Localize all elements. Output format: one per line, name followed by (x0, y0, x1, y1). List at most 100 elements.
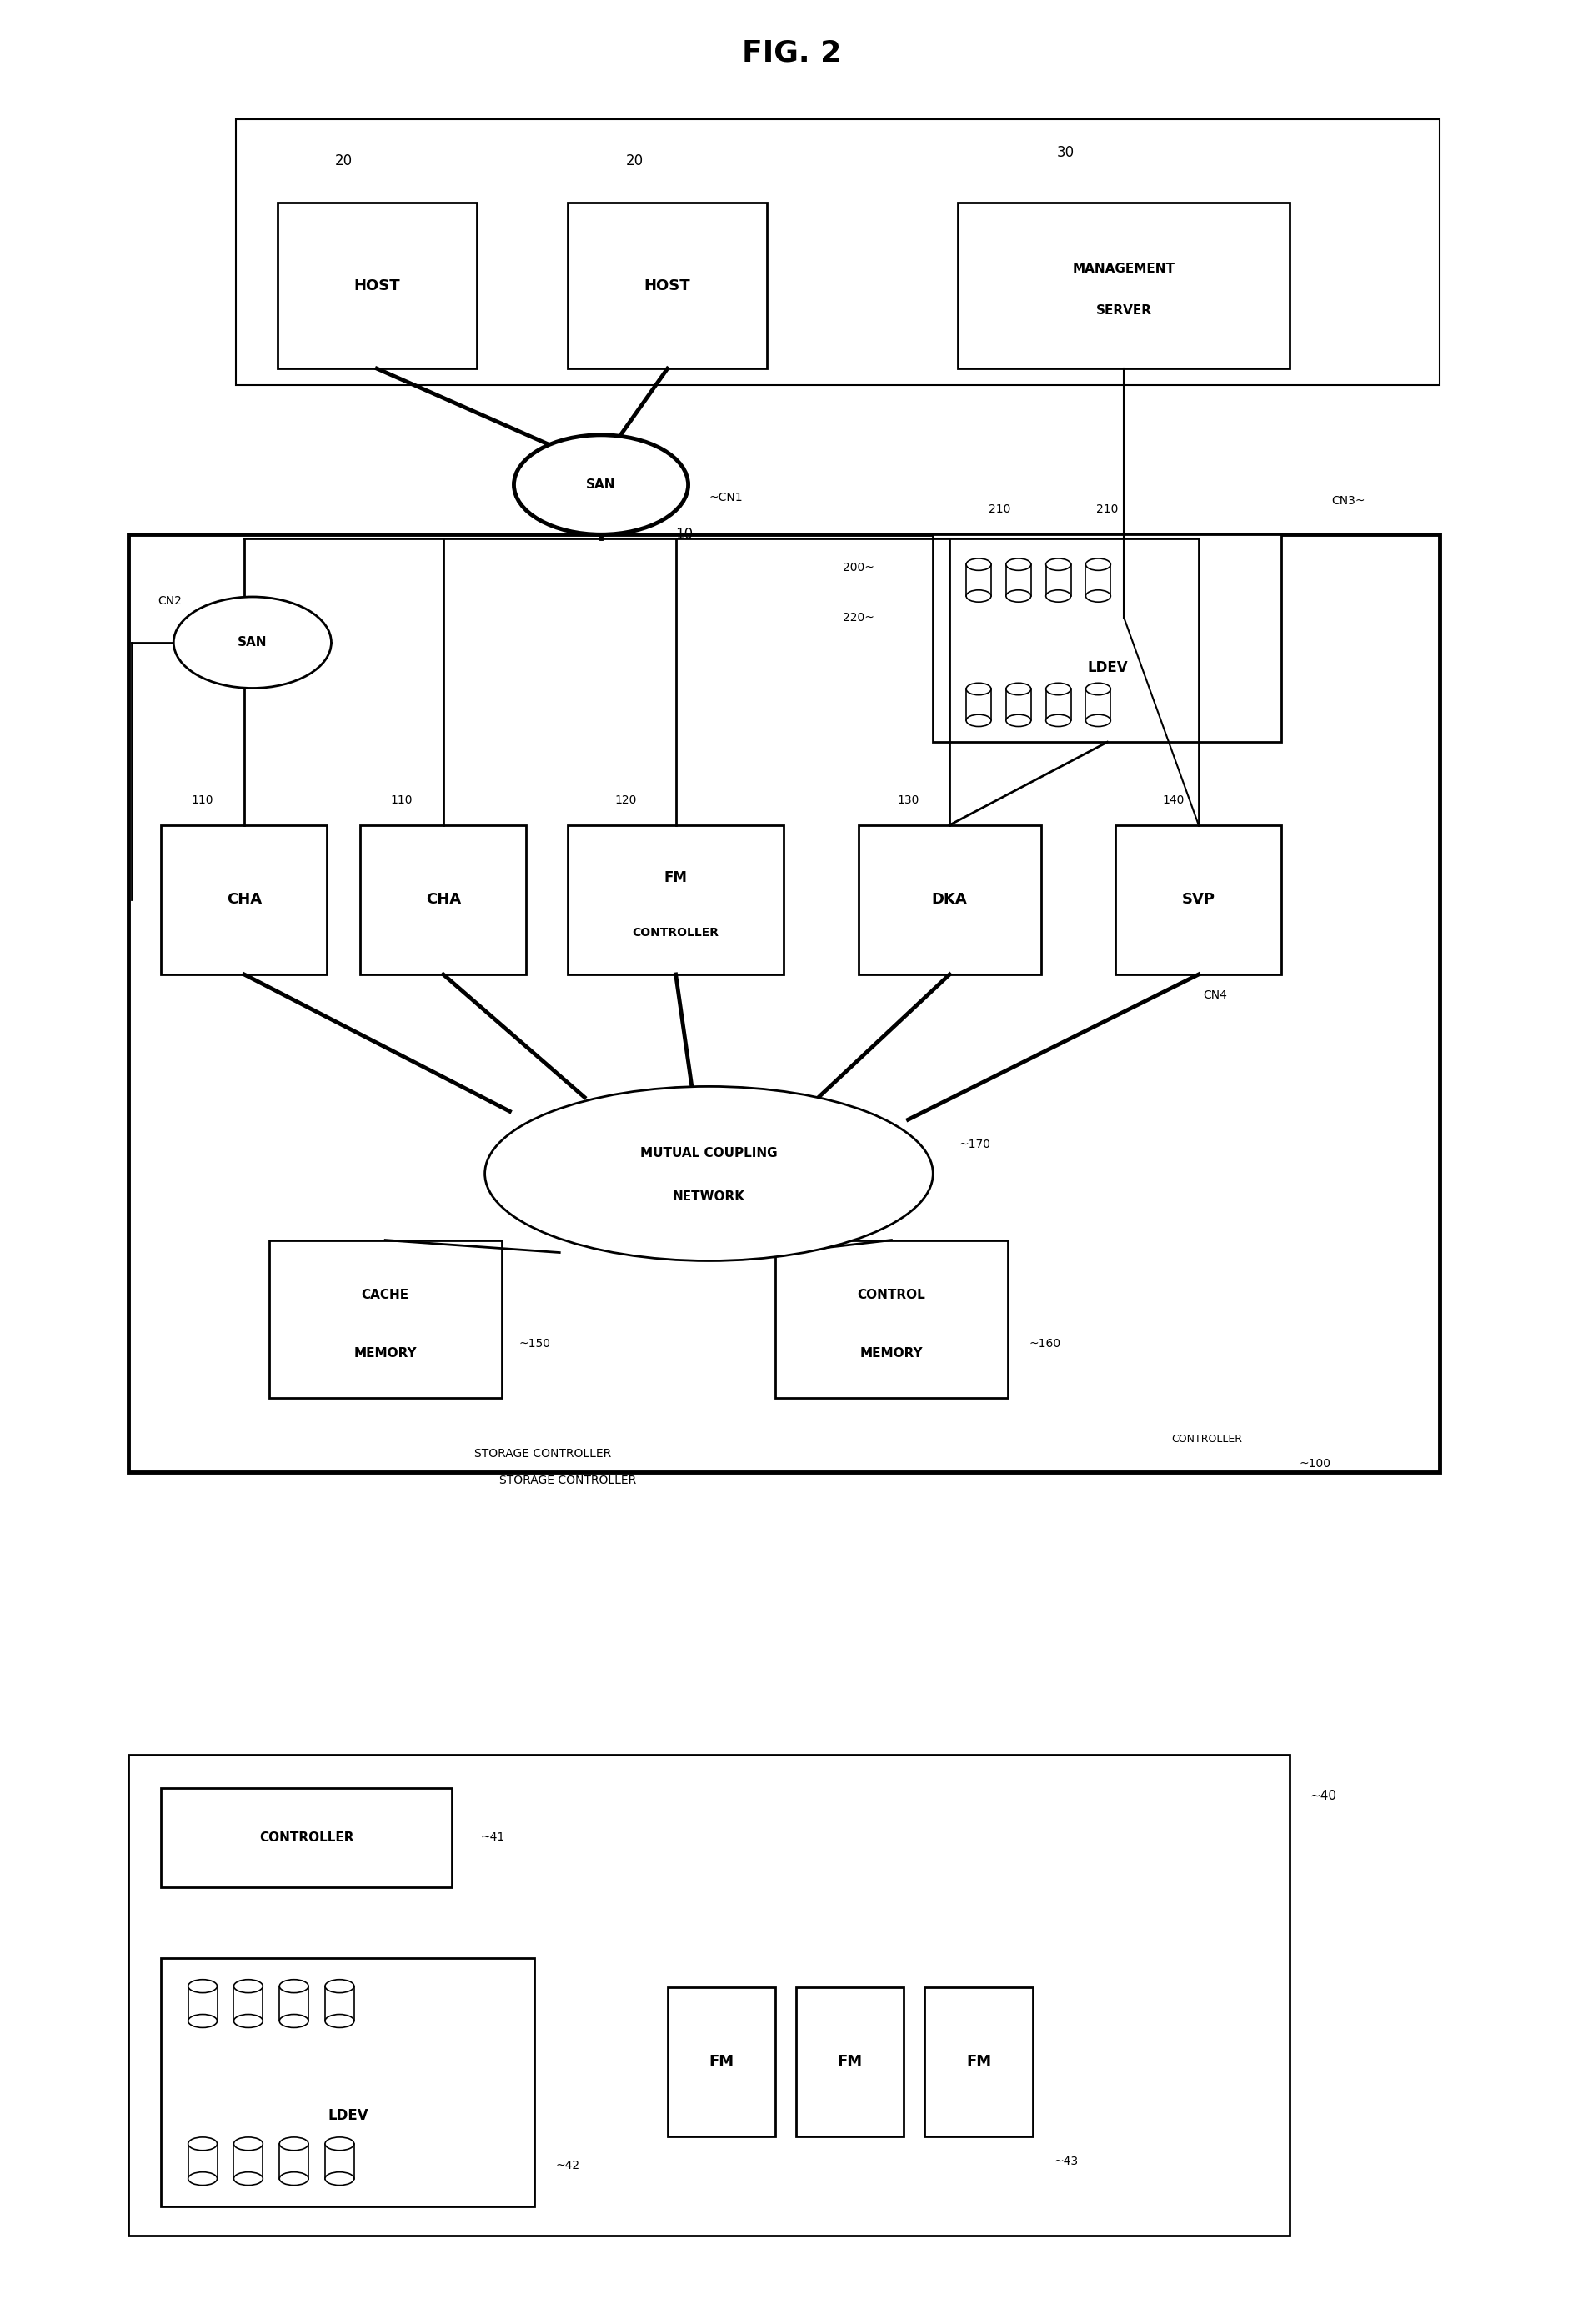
FancyBboxPatch shape (279, 2143, 308, 2178)
Text: FM: FM (966, 2054, 991, 2068)
Ellipse shape (233, 1980, 264, 1992)
FancyBboxPatch shape (1116, 825, 1282, 974)
Text: MUTUAL COUPLING: MUTUAL COUPLING (640, 1146, 778, 1160)
Text: MEMORY: MEMORY (861, 1348, 923, 1360)
FancyBboxPatch shape (958, 202, 1289, 370)
Ellipse shape (1046, 590, 1070, 602)
Ellipse shape (966, 558, 991, 569)
FancyBboxPatch shape (667, 1987, 775, 2136)
FancyBboxPatch shape (924, 1987, 1032, 2136)
Text: 10: 10 (675, 528, 692, 541)
Ellipse shape (187, 2138, 218, 2150)
Text: 20: 20 (335, 153, 353, 170)
FancyBboxPatch shape (1007, 565, 1031, 595)
Text: 210: 210 (988, 504, 1010, 516)
FancyBboxPatch shape (796, 1987, 904, 2136)
Text: FM: FM (708, 2054, 734, 2068)
Text: CHA: CHA (426, 892, 461, 906)
FancyBboxPatch shape (1046, 565, 1070, 595)
FancyBboxPatch shape (326, 2143, 354, 2178)
Ellipse shape (233, 2138, 264, 2150)
Ellipse shape (187, 2015, 218, 2027)
Text: CHA: CHA (227, 892, 262, 906)
Ellipse shape (515, 435, 688, 535)
FancyBboxPatch shape (360, 825, 526, 974)
FancyBboxPatch shape (187, 2143, 218, 2178)
Text: 210: 210 (1096, 504, 1118, 516)
Ellipse shape (1007, 558, 1031, 569)
Ellipse shape (1007, 713, 1031, 727)
Ellipse shape (1086, 590, 1110, 602)
Ellipse shape (279, 2015, 308, 2027)
FancyBboxPatch shape (966, 565, 991, 595)
Ellipse shape (187, 1980, 218, 1992)
Text: 120: 120 (615, 795, 637, 806)
Text: LDEV: LDEV (1088, 660, 1127, 674)
FancyBboxPatch shape (278, 202, 476, 370)
Ellipse shape (1046, 683, 1070, 695)
FancyBboxPatch shape (279, 1987, 308, 2022)
FancyBboxPatch shape (569, 825, 783, 974)
Ellipse shape (279, 2138, 308, 2150)
FancyBboxPatch shape (569, 202, 767, 370)
FancyBboxPatch shape (268, 1241, 502, 1397)
Ellipse shape (1086, 713, 1110, 727)
Text: ~170: ~170 (959, 1139, 991, 1150)
Text: ~41: ~41 (481, 1831, 505, 1843)
FancyBboxPatch shape (934, 535, 1282, 741)
Text: ~CN1: ~CN1 (708, 490, 743, 502)
FancyBboxPatch shape (129, 535, 1439, 1473)
Ellipse shape (326, 2173, 354, 2185)
Text: DKA: DKA (932, 892, 967, 906)
Ellipse shape (1086, 558, 1110, 569)
FancyBboxPatch shape (1007, 688, 1031, 720)
Text: MANAGEMENT: MANAGEMENT (1072, 263, 1175, 274)
Text: 140: 140 (1162, 795, 1185, 806)
Ellipse shape (173, 597, 332, 688)
Text: 110: 110 (192, 795, 214, 806)
FancyBboxPatch shape (966, 688, 991, 720)
Text: CN2: CN2 (157, 595, 181, 607)
Ellipse shape (233, 2015, 264, 2027)
Text: CN4: CN4 (1204, 990, 1228, 1002)
FancyBboxPatch shape (859, 825, 1040, 974)
Text: SERVER: SERVER (1096, 304, 1151, 316)
FancyBboxPatch shape (160, 1957, 535, 2208)
Ellipse shape (1046, 713, 1070, 727)
Ellipse shape (326, 2015, 354, 2027)
Text: FM: FM (664, 869, 688, 885)
Text: CONTROL: CONTROL (858, 1290, 926, 1301)
FancyBboxPatch shape (1086, 565, 1110, 595)
Text: CONTROLLER: CONTROLLER (259, 1831, 354, 1843)
Text: ~42: ~42 (556, 2159, 580, 2171)
FancyBboxPatch shape (775, 1241, 1008, 1397)
Ellipse shape (187, 2173, 218, 2185)
FancyBboxPatch shape (233, 1987, 264, 2022)
Text: CACHE: CACHE (362, 1290, 410, 1301)
Text: STORAGE CONTROLLER: STORAGE CONTROLLER (475, 1448, 611, 1459)
Text: LDEV: LDEV (327, 2108, 368, 2124)
Text: HOST: HOST (645, 279, 691, 293)
Text: 20: 20 (626, 153, 643, 170)
FancyBboxPatch shape (1086, 688, 1110, 720)
Ellipse shape (1007, 590, 1031, 602)
Text: CN3~: CN3~ (1331, 495, 1364, 507)
Ellipse shape (966, 683, 991, 695)
FancyBboxPatch shape (326, 1987, 354, 2022)
FancyBboxPatch shape (1046, 688, 1070, 720)
Text: NETWORK: NETWORK (673, 1190, 745, 1204)
FancyBboxPatch shape (237, 119, 1439, 386)
Text: 130: 130 (897, 795, 919, 806)
Text: 110: 110 (391, 795, 413, 806)
Ellipse shape (326, 2138, 354, 2150)
Text: CONTROLLER: CONTROLLER (632, 927, 719, 939)
FancyBboxPatch shape (160, 1787, 451, 1887)
Ellipse shape (233, 2173, 264, 2185)
Ellipse shape (966, 713, 991, 727)
Text: 200~: 200~ (843, 562, 873, 574)
Ellipse shape (966, 590, 991, 602)
Ellipse shape (1007, 683, 1031, 695)
Text: ~150: ~150 (519, 1339, 551, 1350)
Text: SAN: SAN (238, 637, 267, 648)
Ellipse shape (1046, 558, 1070, 569)
